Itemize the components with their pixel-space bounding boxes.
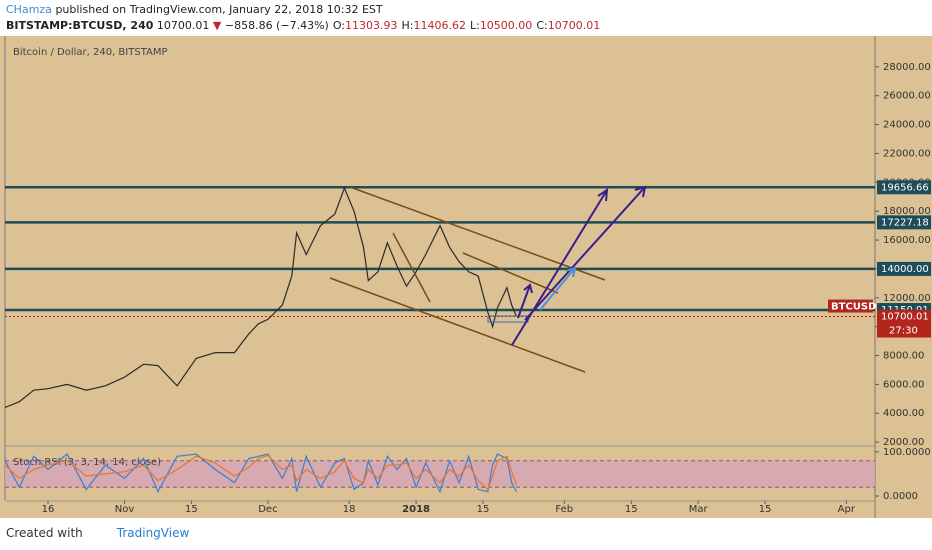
y-tick-label: 2000.00 [883,437,924,448]
last-tag [877,309,931,338]
level-label: 14000.00 [881,264,929,275]
created: Created with [6,526,83,540]
series-tag [828,299,873,313]
level-label: 17227.18 [881,217,929,228]
level-tag [877,261,931,276]
x-tick-label: Mar [689,504,709,515]
arrows [511,185,647,346]
change: −858.86 (−7.43%) [224,19,329,32]
y-tick-label: 16000.00 [883,235,931,246]
publish-line: CHamza published on TradingView.com, Jan… [6,2,600,18]
ohlc-value: 10500.00 [479,19,533,32]
x-tick-label: 2018 [402,504,430,515]
ohlc: O:11303.93 H:11406.62 L:10500.00 C:10700.01 [329,19,600,32]
chart-bg [0,36,932,518]
y-tick-label: 22000.00 [883,148,931,159]
author[interactable]: CHamza [6,3,52,16]
ohlc-value: 11406.62 [413,19,466,32]
level-label: 19656.66 [881,182,929,193]
countdown: 27:30 [889,326,918,337]
y-tick-label: 100.0000 [883,447,931,458]
series-name: BTCUSD [831,302,876,313]
last: 10700.01 [156,19,210,32]
y-tick-label: 12000.00 [883,293,931,304]
series-line [4,454,518,491]
ohlc-label: H: [401,19,414,32]
ohlc-label: C: [536,19,548,32]
arrow: ▼ [212,19,222,32]
series-line [4,186,518,409]
ohlc-value: 11303.93 [344,19,398,32]
y-tick-label: 24000.00 [883,120,931,131]
x-tick-label: Apr [838,504,856,515]
y-tick-label: 4000.00 [883,408,924,419]
published: published on TradingView.com, January 22… [55,3,383,16]
x-tick-label: 15 [185,504,198,515]
x-tick-label: Dec [258,504,277,515]
x-tick-label: Feb [555,504,573,515]
pane-title: Stoch RSI (3, 3, 14, 14, close) [13,457,161,468]
x-tick-label: Nov [115,504,135,515]
y-tick-label: 6000.00 [883,379,924,390]
y-tick-label: 18000.00 [883,206,931,217]
arrow-blue [539,266,577,311]
x-tick-label: 15 [759,504,772,515]
quote-line: BITSTAMP:BTCUSD, 240 10700.01 ▼ −858.86 … [6,18,600,34]
header: CHamza published on TradingView.com, Jan… [6,2,600,34]
last-label: 10700.01 [881,312,929,323]
y-tick-label: 26000.00 [883,91,931,102]
ohlc-label: O: [332,19,345,32]
level-tag [877,180,931,195]
y-tick-label: 28000.00 [883,62,931,73]
brand[interactable]: TradingView [116,526,190,540]
x-tick-label: 18 [343,504,356,515]
y-tick-label: 0.0000 [883,491,918,502]
layer: 2000.004000.006000.008000.0010000.001200… [4,36,931,518]
ohlc-label: L: [469,19,480,32]
x-tick-label: 16 [42,504,55,515]
y-tick-label: 8000.00 [883,351,924,362]
x-tick-label: 15 [477,504,490,515]
ohlc-value: 10700.01 [547,19,601,32]
pane-title: Bitcoin / Dollar, 240, BITSTAMP [13,47,168,58]
footer: Created with TradingView [6,526,189,540]
chart: 2000.004000.006000.008000.0010000.001200… [0,36,932,518]
symbol: BITSTAMP:BTCUSD, 240 [6,19,154,32]
level-tag [877,215,931,230]
x-tick-label: 15 [625,504,638,515]
